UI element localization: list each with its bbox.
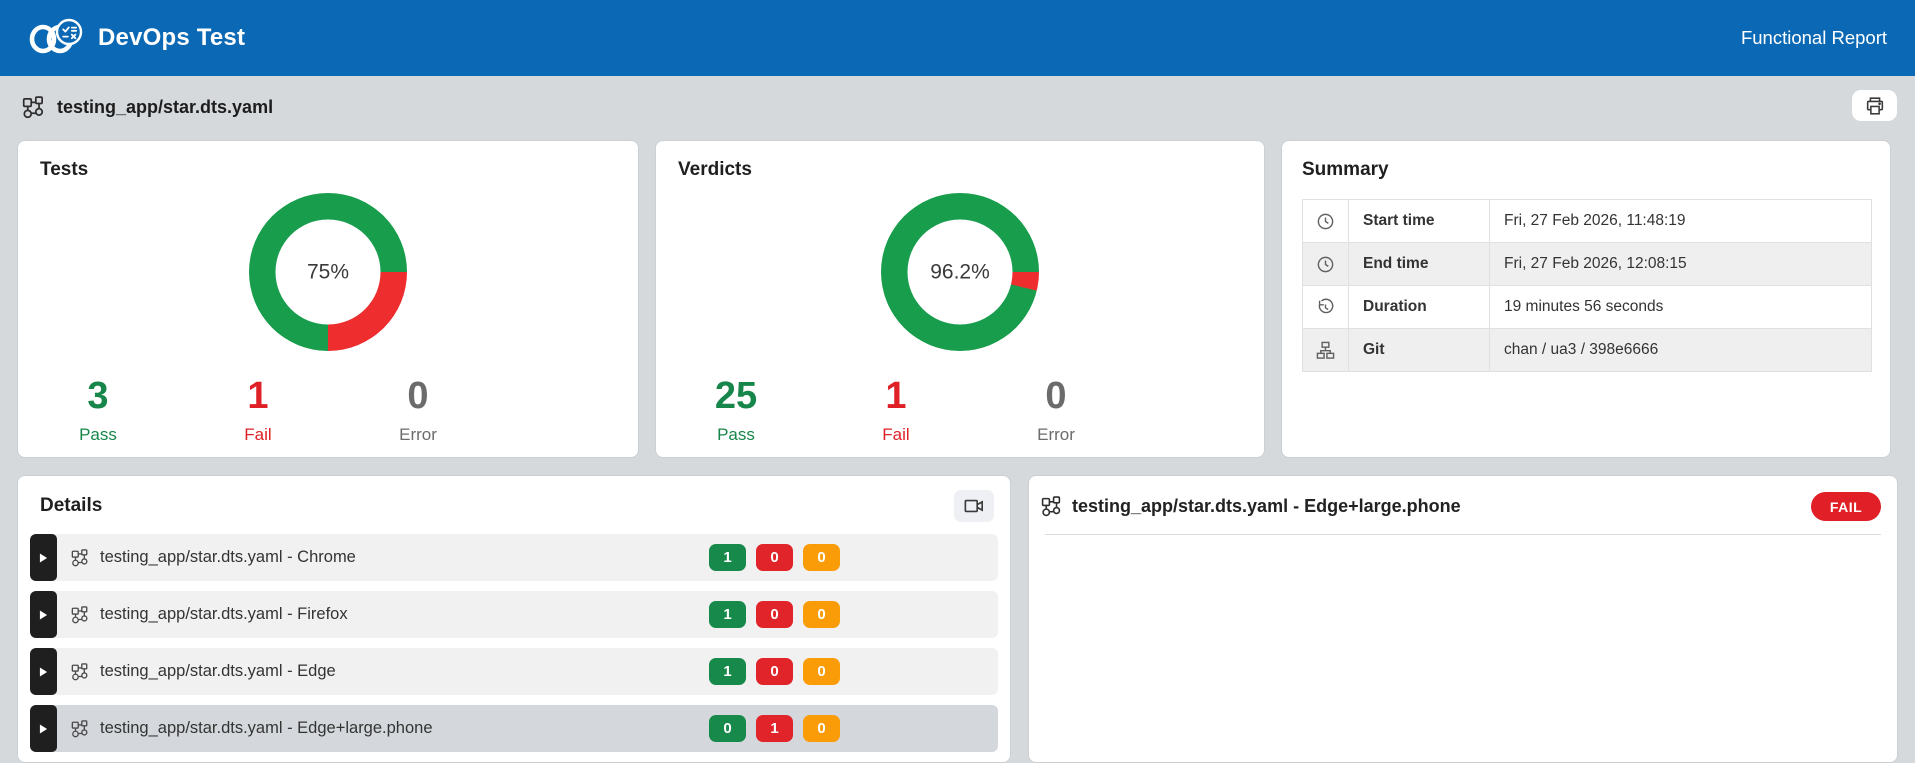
test-name: testing_app/star.dts.yaml - Edge [100,662,336,680]
details-row-edge-large-phone[interactable]: testing_app/star.dts.yaml - Edge+large.p… [30,705,998,752]
details-row-firefox[interactable]: testing_app/star.dts.yaml - Firefox 1 0 … [30,591,998,638]
verdicts-card-title: Verdicts [678,159,752,180]
verdicts-pass-label: Pass [717,425,755,444]
test-detail-panel: testing_app/star.dts.yaml - Edge+large.p… [1028,475,1898,763]
video-camera-icon [963,496,985,516]
summary-card-title: Summary [1302,159,1389,180]
selected-test-title: testing_app/star.dts.yaml - Edge+large.p… [1072,496,1461,516]
details-card-title: Details [40,495,103,516]
expand-row-button[interactable] [30,648,57,695]
summary-row-duration: Duration 19 minutes 56 seconds [1302,285,1872,329]
tests-donut-percentage: 75% [306,260,350,283]
app-title: DevOps Test [98,24,246,51]
verdicts-donut-chart: 96.2% [881,193,1039,351]
error-count-badge: 0 [803,715,840,742]
error-count-badge: 0 [803,544,840,571]
divider [1045,534,1881,535]
details-row-list: testing_app/star.dts.yaml - Chrome 1 0 0 [18,532,1010,752]
play-arrow-icon [39,723,48,735]
workflow-icon [71,548,89,567]
tests-card-title: Tests [40,159,89,180]
verdicts-fail-count: 1 [885,375,907,417]
play-arrow-icon [39,552,48,564]
summary-row-git: Git chan / ua3 / 398e6666 [1302,328,1872,372]
test-name: testing_app/star.dts.yaml - Chrome [100,548,356,566]
pass-count-badge: 1 [709,658,746,685]
print-button[interactable] [1852,90,1897,121]
tests-pass-label: Pass [79,425,117,444]
verdicts-legend: 25 Pass 1 Fail 0 Error [656,377,1136,445]
fail-count-badge: 0 [756,658,793,685]
pass-count-badge: 1 [709,601,746,628]
error-count-badge: 0 [803,601,840,628]
tests-error-count: 0 [407,375,429,417]
expand-row-button[interactable] [30,534,57,581]
clock-icon [1302,199,1349,243]
error-count-badge: 0 [803,658,840,685]
summary-row-end-time: End time Fri, 27 Feb 2026, 12:08:15 [1302,242,1872,286]
workflow-icon [71,662,89,681]
fail-count-badge: 0 [756,544,793,571]
expand-row-button[interactable] [30,591,57,638]
expand-row-button[interactable] [30,705,57,752]
summary-row-start-time: Start time Fri, 27 Feb 2026, 11:48:19 [1302,199,1872,243]
tests-donut-chart: 75% [249,193,407,351]
verdicts-error-count: 0 [1045,375,1067,417]
play-arrow-icon [39,609,48,621]
tests-fail-label: Fail [244,425,272,444]
verdicts-pass-count: 25 [714,375,758,417]
workflow-icon [71,605,89,624]
summary-table: Start time Fri, 27 Feb 2026, 11:48:19 En… [1302,199,1872,372]
workflow-icon [22,95,45,119]
tests-error-label: Error [399,425,437,444]
pass-count-badge: 0 [709,715,746,742]
devops-test-logo-icon [28,17,84,59]
verdicts-donut-percentage: 96.2% [930,260,990,283]
sitemap-icon [1302,328,1349,372]
breadcrumb: testing_app/star.dts.yaml [57,96,274,117]
fail-count-badge: 0 [756,601,793,628]
test-name: testing_app/star.dts.yaml - Edge+large.p… [100,719,433,737]
tests-pass-count: 3 [87,375,109,417]
tests-card: Tests 75% 3 Pass 1 Fail 0 Error [17,140,639,458]
details-row-edge[interactable]: testing_app/star.dts.yaml - Edge 1 0 0 [30,648,998,695]
breadcrumb-bar: testing_app/star.dts.yaml [0,76,1915,138]
app-header: DevOps Test Functional Report [0,0,1915,76]
clock-icon [1302,242,1349,286]
play-arrow-icon [39,666,48,678]
tests-legend: 3 Pass 1 Fail 0 Error [18,377,498,445]
printer-icon [1864,95,1886,117]
details-row-chrome[interactable]: testing_app/star.dts.yaml - Chrome 1 0 0 [30,534,998,581]
verdicts-fail-label: Fail [882,425,910,444]
video-recording-button[interactable] [954,490,994,522]
history-icon [1302,285,1349,329]
summary-card: Summary Start time Fri, 27 Feb 2026, 11:… [1281,140,1891,458]
workflow-icon [71,719,89,738]
pass-count-badge: 1 [709,544,746,571]
status-badge: FAIL [1811,492,1881,521]
verdicts-card: Verdicts 96.2% 25 Pass 1 Fail 0 Error [655,140,1265,458]
fail-count-badge: 1 [756,715,793,742]
tests-fail-count: 1 [247,375,269,417]
verdicts-error-label: Error [1037,425,1075,444]
report-type-label: Functional Report [1740,27,1887,48]
test-name: testing_app/star.dts.yaml - Firefox [100,605,348,623]
details-card: Details te [17,475,1011,763]
workflow-icon [1041,496,1062,517]
